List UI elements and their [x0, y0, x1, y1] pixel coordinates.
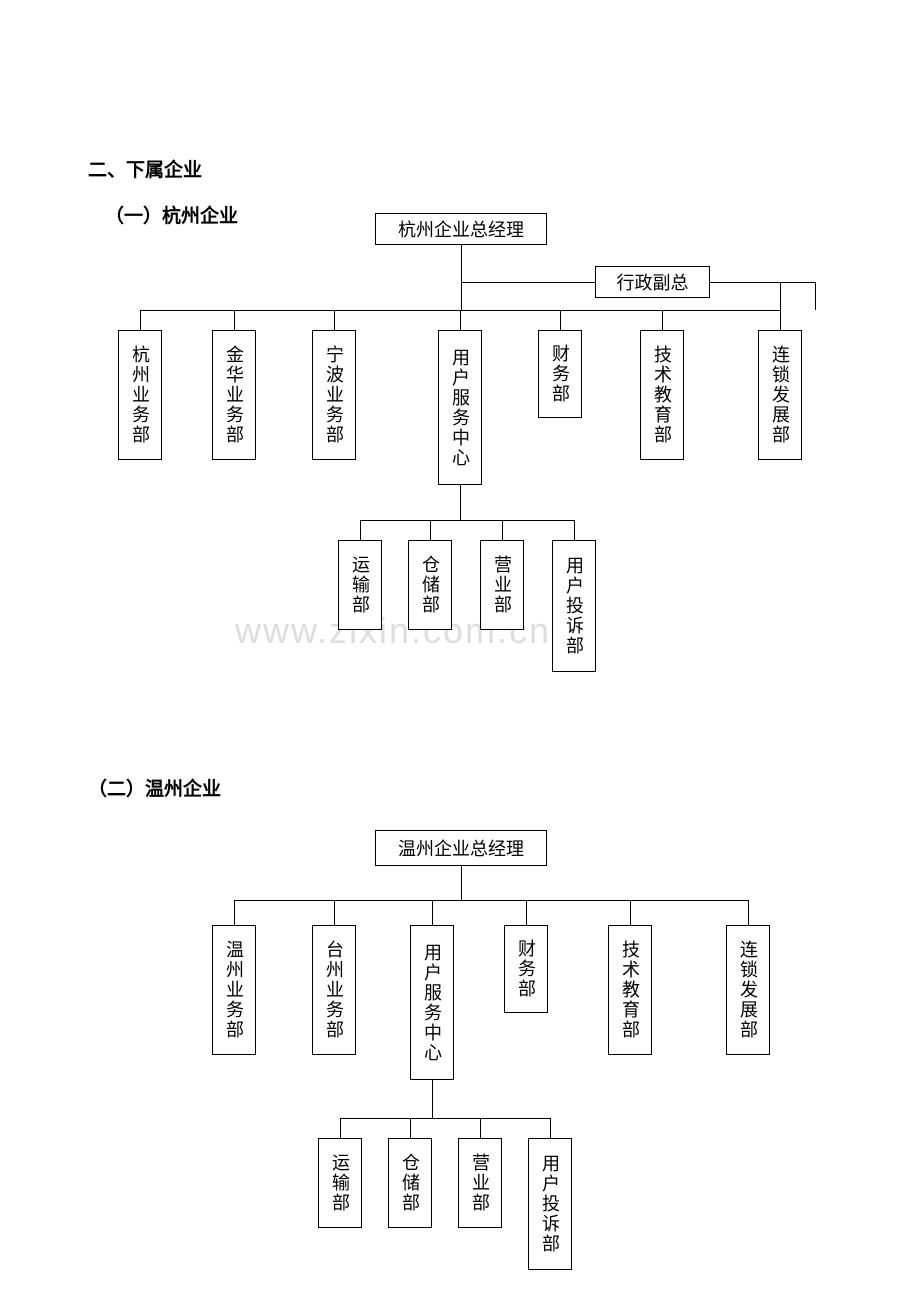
org2-drop-5 — [748, 900, 749, 925]
org2-dept-3: 财务部 — [504, 925, 548, 1013]
org1-drop-3 — [460, 310, 461, 330]
org2-subdept-2: 营业部 — [458, 1138, 502, 1228]
page-container: 二、下属企业 （一）杭州企业 （二）温州企业 www.zixin.com.cn … — [0, 0, 920, 1302]
org1-dept-4-label: 财务部 — [547, 344, 573, 404]
org2-hbus — [234, 900, 748, 901]
org1-dept-3-label: 用户服务中心 — [447, 348, 473, 468]
org1-root-label: 杭州企业总经理 — [398, 216, 524, 242]
org2-subdept-1: 仓储部 — [388, 1138, 432, 1228]
org1-sub-drop-3 — [574, 520, 575, 540]
org1-drop-6 — [780, 310, 781, 330]
org2-dept-5-label: 连锁发展部 — [735, 940, 761, 1040]
org1-subdept-0-label: 运输部 — [347, 555, 373, 615]
org2-drop-1 — [334, 900, 335, 925]
org2-dept-1-label: 台州业务部 — [321, 940, 347, 1040]
org2-subdept-3-label: 用户投诉部 — [537, 1154, 563, 1254]
org2-dept-4: 技术教育部 — [608, 925, 652, 1055]
org1-vp-right-end — [815, 282, 816, 310]
org1-dept-0: 杭州业务部 — [118, 330, 162, 460]
org2-dept-5: 连锁发展部 — [726, 925, 770, 1055]
heading-sub2: （二）温州企业 — [88, 774, 221, 801]
org1-dept-1-label: 金华业务部 — [221, 345, 247, 445]
org1-dept-5-label: 技术教育部 — [649, 345, 675, 445]
org2-sub-drop-0 — [340, 1118, 341, 1138]
org2-sub-hbus — [340, 1118, 550, 1119]
org1-sub-drop-0 — [360, 520, 361, 540]
org1-line-root-down — [461, 245, 462, 282]
org2-drop-3 — [526, 900, 527, 925]
org2-subdept-0: 运输部 — [318, 1138, 362, 1228]
org2-subdept-1-label: 仓储部 — [397, 1153, 423, 1213]
org2-line-root-down — [461, 866, 462, 900]
org2-subdept-0-label: 运输部 — [327, 1153, 353, 1213]
org2-dept-2-label: 用户服务中心 — [419, 943, 445, 1063]
org2-svc-down — [432, 1080, 433, 1118]
org1-root: 杭州企业总经理 — [375, 213, 547, 245]
org2-dept-1: 台州业务部 — [312, 925, 356, 1055]
org1-sub-hbus — [360, 520, 574, 521]
org2-dept-4-label: 技术教育部 — [617, 940, 643, 1040]
org1-drop-1 — [234, 310, 235, 330]
org2-root-label: 温州企业总经理 — [398, 835, 524, 861]
org1-subdept-1-label: 仓储部 — [417, 555, 443, 615]
org2-dept-2: 用户服务中心 — [410, 925, 454, 1080]
org1-dept-6-label: 连锁发展部 — [767, 345, 793, 445]
org1-drop-5 — [662, 310, 663, 330]
org1-dept-0-label: 杭州业务部 — [127, 345, 153, 445]
org1-dept-2: 宁波业务部 — [312, 330, 356, 460]
org1-dept-1: 金华业务部 — [212, 330, 256, 460]
org1-dept-3: 用户服务中心 — [438, 330, 482, 485]
org1-subdept-2-label: 营业部 — [489, 555, 515, 615]
org1-line-to-vp — [461, 282, 595, 283]
org1-sub-drop-2 — [502, 520, 503, 540]
org1-line-vp-right — [710, 282, 815, 283]
org1-drop-0 — [140, 310, 141, 330]
org1-dept-6: 连锁发展部 — [758, 330, 802, 460]
org2-root: 温州企业总经理 — [375, 830, 547, 866]
org1-dept-4: 财务部 — [538, 330, 582, 418]
org1-drop-4 — [560, 310, 561, 330]
org2-dept-0-label: 温州业务部 — [221, 940, 247, 1040]
org2-dept-3-label: 财务部 — [513, 939, 539, 999]
org1-subdept-2: 营业部 — [480, 540, 524, 630]
org2-drop-0 — [234, 900, 235, 925]
org2-drop-4 — [630, 900, 631, 925]
org2-sub-drop-1 — [410, 1118, 411, 1138]
heading-main: 二、下属企业 — [88, 155, 202, 182]
org2-subdept-2-label: 营业部 — [467, 1153, 493, 1213]
org1-vp: 行政副总 — [595, 266, 710, 298]
org1-subdept-3-label: 用户投诉部 — [561, 556, 587, 656]
org2-sub-drop-2 — [480, 1118, 481, 1138]
org1-sub-drop-1 — [430, 520, 431, 540]
org1-drop-6b — [780, 282, 781, 310]
org1-line-bus-to-root — [461, 282, 462, 310]
org1-subdept-3: 用户投诉部 — [552, 540, 596, 672]
org1-dept-5: 技术教育部 — [640, 330, 684, 460]
org1-svc-down — [460, 485, 461, 520]
org1-vp-label: 行政副总 — [617, 269, 689, 295]
org2-dept-0: 温州业务部 — [212, 925, 256, 1055]
org2-sub-drop-3 — [550, 1118, 551, 1138]
org2-subdept-3: 用户投诉部 — [528, 1138, 572, 1270]
org1-subdept-1: 仓储部 — [408, 540, 452, 630]
org1-drop-2 — [334, 310, 335, 330]
org1-dept-2-label: 宁波业务部 — [321, 345, 347, 445]
org1-subdept-0: 运输部 — [338, 540, 382, 630]
heading-sub1: （一）杭州企业 — [105, 201, 238, 228]
org2-drop-2 — [432, 900, 433, 925]
